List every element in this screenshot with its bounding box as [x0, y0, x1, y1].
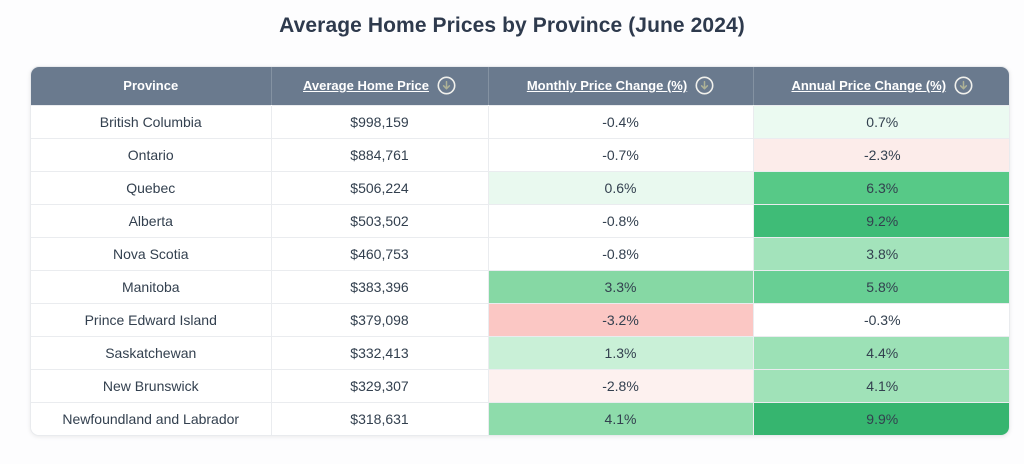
- monthly-price-change-cell: -3.2%: [488, 302, 754, 336]
- column-label-annual-price-change[interactable]: Annual Price Change (%): [791, 78, 947, 94]
- province-cell: Alberta: [31, 203, 272, 237]
- column-header-annual-price-change[interactable]: Annual Price Change (%): [753, 67, 1009, 105]
- sort-descending-circle-icon[interactable]: [437, 76, 456, 95]
- monthly-price-change-cell: 4.1%: [488, 401, 754, 435]
- monthly-price-change-cell: -0.8%: [488, 203, 754, 237]
- sort-descending-circle-icon[interactable]: [695, 76, 714, 95]
- average-home-price-cell: $379,098: [271, 302, 489, 336]
- average-home-price-cell: $506,224: [271, 170, 489, 204]
- annual-price-change-cell: 4.4%: [753, 335, 1009, 369]
- column-label-monthly-price-change[interactable]: Monthly Price Change (%): [526, 78, 688, 94]
- monthly-price-change-cell: 1.3%: [488, 335, 754, 369]
- table-row: Quebec $506,224 0.6% 6.3%: [31, 170, 1009, 204]
- average-home-price-cell: $460,753: [271, 236, 489, 270]
- average-home-price-cell: $884,761: [271, 137, 489, 171]
- table-row: New Brunswick $329,307 -2.8% 4.1%: [31, 368, 1009, 402]
- annual-price-change-cell: 6.3%: [753, 170, 1009, 204]
- average-home-price-cell: $332,413: [271, 335, 489, 369]
- annual-price-change-cell: 9.2%: [753, 203, 1009, 237]
- province-cell: Quebec: [31, 170, 272, 204]
- province-cell: British Columbia: [31, 104, 272, 138]
- monthly-price-change-cell: -0.4%: [488, 104, 754, 138]
- annual-price-change-cell: 3.8%: [753, 236, 1009, 270]
- annual-price-change-cell: 5.8%: [753, 269, 1009, 303]
- average-home-price-cell: $503,502: [271, 203, 489, 237]
- annual-price-change-cell: -0.3%: [753, 302, 1009, 336]
- province-cell: Saskatchewan: [31, 335, 272, 369]
- table-body: British Columbia $998,159 -0.4% 0.7% Ont…: [31, 104, 1009, 435]
- annual-price-change-cell: -2.3%: [753, 137, 1009, 171]
- prices-table-card: Province Average Home Price: [30, 66, 1010, 436]
- average-home-price-cell: $998,159: [271, 104, 489, 138]
- table-row: Manitoba $383,396 3.3% 5.8%: [31, 269, 1009, 303]
- monthly-price-change-cell: -0.8%: [488, 236, 754, 270]
- province-cell: Nova Scotia: [31, 236, 272, 270]
- monthly-price-change-cell: 3.3%: [488, 269, 754, 303]
- annual-price-change-cell: 4.1%: [753, 368, 1009, 402]
- province-cell: Ontario: [31, 137, 272, 171]
- table-header: Province Average Home Price: [31, 67, 1009, 105]
- column-header-province: Province: [31, 67, 272, 105]
- province-cell: Manitoba: [31, 269, 272, 303]
- monthly-price-change-cell: 0.6%: [488, 170, 754, 204]
- table-row: Alberta $503,502 -0.8% 9.2%: [31, 203, 1009, 237]
- column-label-average-home-price[interactable]: Average Home Price: [303, 78, 429, 94]
- table-row: Nova Scotia $460,753 -0.8% 3.8%: [31, 236, 1009, 270]
- table-row: British Columbia $998,159 -0.4% 0.7%: [31, 104, 1009, 138]
- average-home-price-cell: $318,631: [271, 401, 489, 435]
- header-row: Province Average Home Price: [31, 67, 1009, 105]
- average-home-price-cell: $329,307: [271, 368, 489, 402]
- table-row: Newfoundland and Labrador $318,631 4.1% …: [31, 401, 1009, 435]
- column-header-average-home-price[interactable]: Average Home Price: [271, 67, 489, 105]
- monthly-price-change-cell: -0.7%: [488, 137, 754, 171]
- average-home-price-cell: $383,396: [271, 269, 489, 303]
- annual-price-change-cell: 9.9%: [753, 401, 1009, 435]
- table-row: Prince Edward Island $379,098 -3.2% -0.3…: [31, 302, 1009, 336]
- annual-price-change-cell: 0.7%: [753, 104, 1009, 138]
- province-cell: Newfoundland and Labrador: [31, 401, 272, 435]
- table-row: Saskatchewan $332,413 1.3% 4.4%: [31, 335, 1009, 369]
- column-header-monthly-price-change[interactable]: Monthly Price Change (%): [488, 67, 754, 105]
- province-cell: Prince Edward Island: [31, 302, 272, 336]
- home-prices-table: Province Average Home Price: [31, 67, 1009, 435]
- province-cell: New Brunswick: [31, 368, 272, 402]
- monthly-price-change-cell: -2.8%: [488, 368, 754, 402]
- column-label-province: Province: [123, 78, 179, 94]
- table-row: Ontario $884,761 -0.7% -2.3%: [31, 137, 1009, 171]
- page-title: Average Home Prices by Province (June 20…: [279, 14, 745, 37]
- sort-descending-circle-icon[interactable]: [954, 76, 973, 95]
